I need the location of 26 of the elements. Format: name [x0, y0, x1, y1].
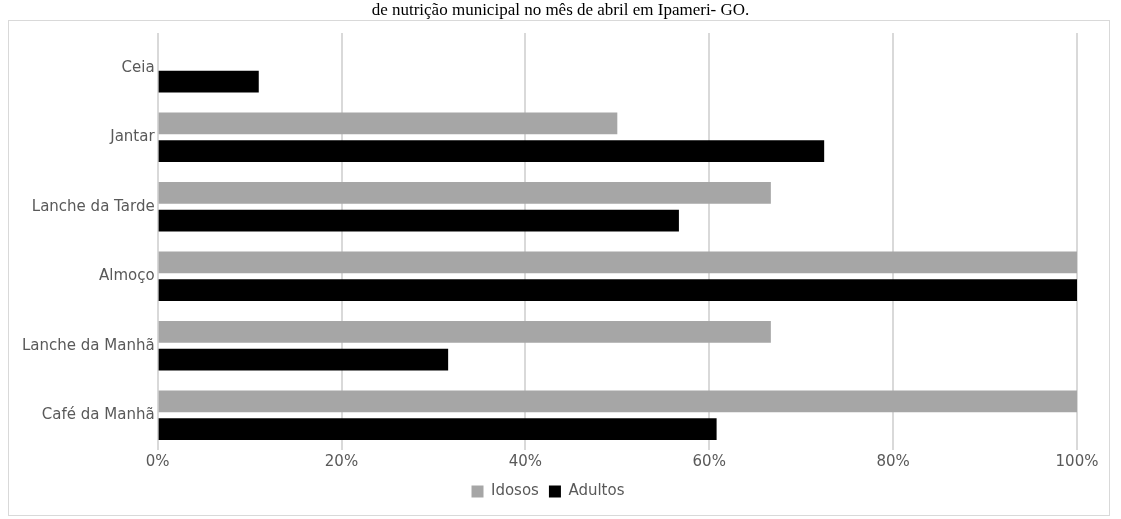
- x-tick-label: 0%: [145, 451, 170, 470]
- bar: [158, 70, 259, 93]
- x-tick-label: 40%: [508, 451, 543, 470]
- y-tick-label: Café da Manhã: [41, 405, 155, 424]
- bar: [158, 418, 717, 440]
- y-tick-label: Ceia: [121, 57, 155, 76]
- bar: [158, 321, 771, 343]
- chart-title: de nutrição municipal no mês de abril em Ipameri- GO.: [370, 0, 751, 20]
- x-tick-label: 80%: [876, 451, 910, 470]
- legend-label: Idosos: [491, 481, 540, 500]
- y-tick-label: Jantar: [109, 127, 156, 146]
- bar: [158, 390, 1077, 413]
- y-tick-label: Almoço: [98, 266, 155, 285]
- bar: [158, 279, 1077, 301]
- bar: [158, 112, 618, 135]
- y-tick-label: Lanche da Manhã: [21, 335, 155, 354]
- bar: [158, 182, 771, 204]
- x-tick-label: 20%: [324, 451, 359, 470]
- x-tick-label: 60%: [692, 451, 726, 470]
- bar: [158, 209, 679, 232]
- bar: [158, 348, 449, 371]
- bar: [158, 140, 825, 162]
- legend-label: Adultos: [568, 481, 625, 500]
- x-tick-label: 100%: [1055, 451, 1099, 470]
- bar: [158, 251, 1077, 274]
- y-tick-label: Lanche da Tarde: [31, 196, 155, 215]
